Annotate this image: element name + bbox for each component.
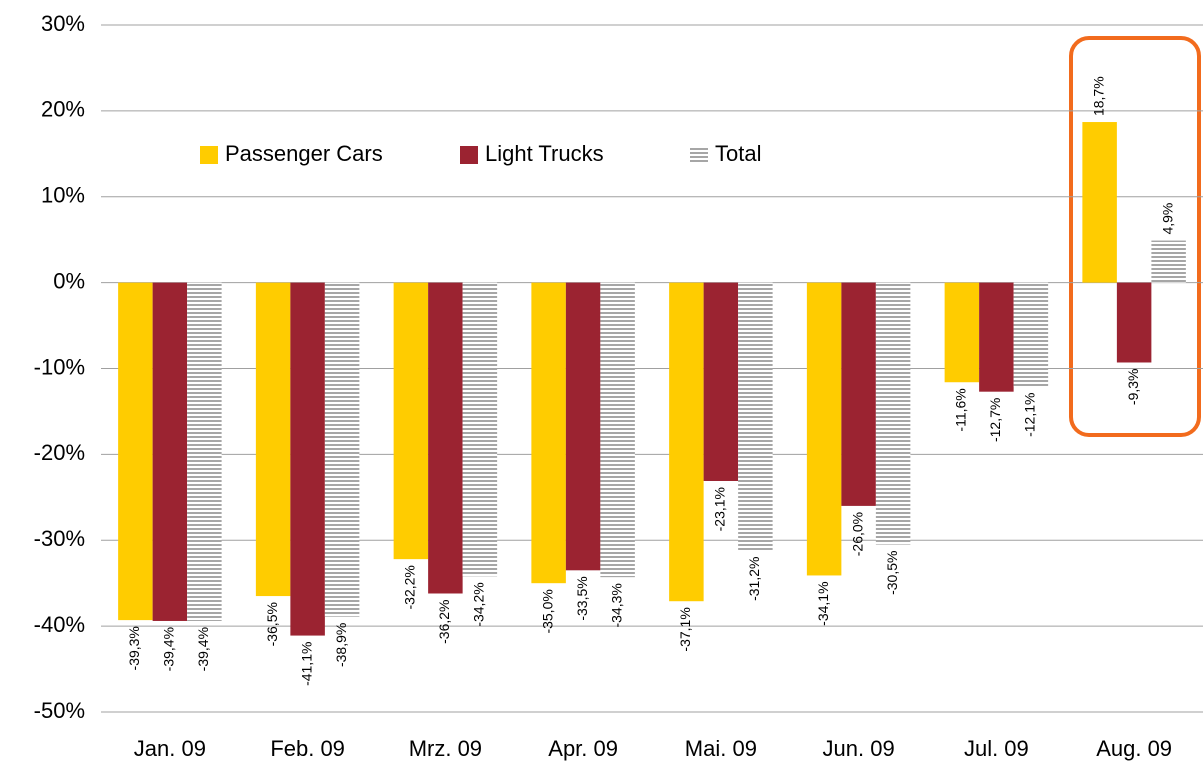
x-tick-label: Apr. 09 — [548, 736, 618, 761]
data-label: -34,2% — [471, 582, 487, 626]
x-tick-label: Jul. 09 — [964, 736, 1029, 761]
bar — [428, 282, 463, 594]
bar — [393, 282, 429, 560]
data-label: -39,4% — [161, 627, 177, 671]
bar — [255, 282, 291, 597]
data-label: -26,0% — [849, 512, 865, 556]
bar — [944, 282, 980, 383]
data-label: -12,1% — [1022, 393, 1038, 437]
legend-label: Passenger Cars — [225, 141, 383, 166]
data-label: -31,2% — [746, 557, 762, 601]
y-tick-label: -20% — [34, 440, 85, 465]
data-label: -34,3% — [608, 583, 624, 627]
data-label: -36,2% — [436, 599, 452, 643]
y-tick-label: 10% — [41, 183, 85, 208]
data-label: -38,9% — [333, 623, 349, 667]
y-tick-label: -10% — [34, 354, 85, 379]
bar — [290, 282, 325, 636]
bar — [565, 282, 601, 571]
y-tick-label: -50% — [34, 698, 85, 723]
bar — [1082, 122, 1117, 283]
bar — [1116, 282, 1152, 363]
bar — [841, 282, 876, 506]
data-label: -9,3% — [1125, 368, 1141, 405]
bar — [118, 282, 153, 621]
bar — [1151, 240, 1186, 283]
y-tick-label: 30% — [41, 11, 85, 36]
bar — [324, 282, 360, 617]
x-tick-label: Jun. 09 — [823, 736, 895, 761]
data-label: -12,7% — [987, 398, 1003, 442]
bar — [531, 282, 566, 584]
data-label: -39,4% — [195, 627, 211, 671]
y-tick-label: -30% — [34, 526, 85, 551]
data-label: -36,5% — [264, 602, 280, 646]
data-label: -33,5% — [574, 576, 590, 620]
legend-swatch — [460, 146, 478, 164]
x-tick-label: Mai. 09 — [685, 736, 757, 761]
data-label: -23,1% — [712, 487, 728, 531]
data-label: -30,5% — [884, 551, 900, 595]
bar — [600, 282, 635, 578]
data-label: 4,9% — [1159, 203, 1175, 235]
data-label: -34,1% — [815, 581, 831, 625]
y-tick-label: -40% — [34, 612, 85, 637]
bar — [1013, 282, 1049, 387]
y-tick-label: 0% — [53, 268, 85, 293]
bar — [806, 282, 842, 576]
legend-swatch — [200, 146, 218, 164]
data-label: 18,7% — [1090, 76, 1106, 116]
bar — [738, 282, 773, 551]
legend-swatch — [690, 146, 708, 164]
y-tick-label: 20% — [41, 97, 85, 122]
data-label: -37,1% — [677, 607, 693, 651]
bar — [875, 282, 911, 545]
bar — [152, 282, 188, 621]
data-label: -39,3% — [126, 626, 142, 670]
data-label: -11,6% — [953, 388, 969, 431]
legend-label: Total — [715, 141, 761, 166]
bar — [669, 282, 704, 602]
bar — [462, 282, 498, 577]
x-tick-label: Feb. 09 — [270, 736, 345, 761]
x-tick-label: Mrz. 09 — [409, 736, 482, 761]
x-tick-label: Aug. 09 — [1096, 736, 1172, 761]
bar — [703, 282, 739, 481]
legend-label: Light Trucks — [485, 141, 604, 166]
bar — [979, 282, 1014, 392]
data-label: -41,1% — [298, 642, 314, 686]
data-label: -32,2% — [402, 565, 418, 609]
x-tick-label: Jan. 09 — [134, 736, 206, 761]
highlight-box — [1069, 36, 1201, 437]
bar — [187, 282, 222, 621]
data-label: -35,0% — [539, 589, 555, 633]
